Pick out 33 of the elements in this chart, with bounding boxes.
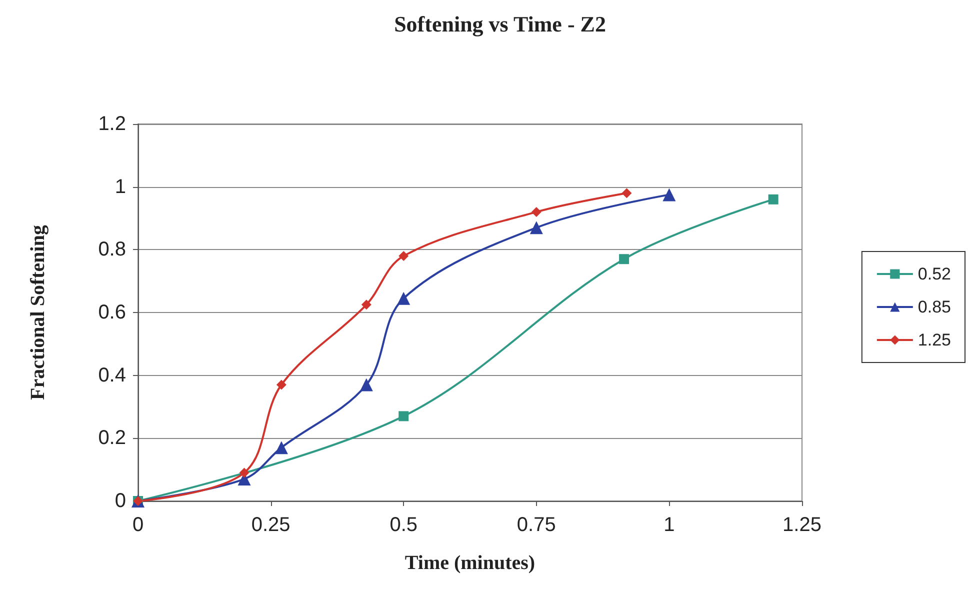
point: [768, 194, 778, 204]
x-axis-title: Time (minutes): [404, 552, 536, 574]
y-tick-label: 0.4: [98, 364, 126, 386]
x-tick-label: 1: [664, 514, 675, 536]
point: [361, 300, 372, 310]
point: [622, 188, 632, 198]
y-tick-label: 1.2: [98, 113, 126, 135]
y-tick-label: 1: [114, 176, 126, 198]
x-tick-label: 1.25: [782, 514, 822, 536]
y-tick-label: 0.2: [98, 427, 126, 450]
y-tick-label: 0: [114, 490, 126, 512]
legend-label: 1.25: [918, 330, 952, 350]
x-tick-label: 0.25: [251, 514, 290, 536]
x-tick-label: 0.5: [390, 514, 418, 536]
y-tick-label: 0.6: [98, 302, 126, 324]
x-tick-label: 0.75: [516, 514, 556, 536]
legend-label: 0.52: [918, 264, 952, 284]
point: [360, 378, 373, 392]
point: [530, 221, 543, 234]
point: [276, 380, 286, 390]
y-tick-label: 0.8: [98, 238, 126, 261]
legend-label: 0.85: [918, 298, 952, 316]
point: [531, 206, 542, 217]
point: [398, 250, 409, 261]
point: [397, 292, 410, 305]
point: [274, 441, 288, 454]
y-axis-title: Fractional Softening: [27, 225, 49, 400]
point: [239, 468, 250, 478]
point: [619, 254, 630, 264]
point: [398, 411, 409, 422]
point: [662, 188, 676, 202]
x-tick-label: 0: [132, 514, 144, 536]
chart-title: Softening vs Time - Z2: [394, 12, 606, 36]
